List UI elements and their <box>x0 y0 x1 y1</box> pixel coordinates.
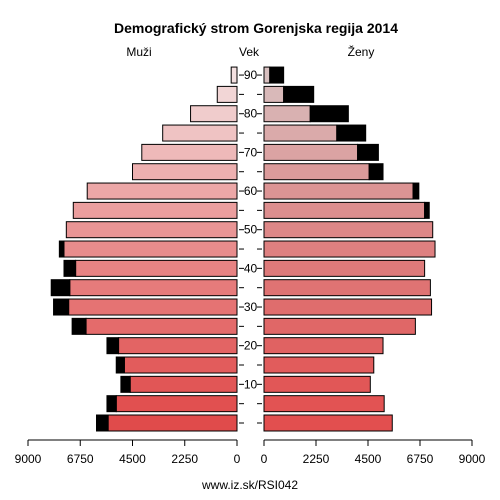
male-bar-80-84 <box>190 105 238 123</box>
male-x-tick-label: 0 <box>234 452 241 466</box>
chart-title: Demografický strom Gorenjska regija 2014 <box>114 20 398 36</box>
age-tick-label: 60 <box>244 184 258 198</box>
female-excess-bar-70-74 <box>357 143 379 161</box>
male-bar-5-9 <box>115 395 238 413</box>
male-bar-35-39 <box>69 279 238 297</box>
footer-url[interactable]: www.iz.sk/RSI042 <box>201 478 298 492</box>
male-bar-55-59 <box>72 201 238 219</box>
male-bar-15-19 <box>123 356 238 374</box>
female-bar-70-74 <box>263 143 359 161</box>
male-bar-45-49 <box>63 240 238 258</box>
male-bar-20-24 <box>118 337 238 355</box>
female-bar-40-44 <box>263 259 426 277</box>
female-x-tick-label: 4500 <box>355 452 382 466</box>
female-bar-30-34 <box>263 298 433 316</box>
age-tick-label: 30 <box>244 300 258 314</box>
female-bar-35-39 <box>263 279 431 297</box>
female-label: Ženy <box>348 44 375 59</box>
age-tick-label: 10 <box>244 377 258 391</box>
female-bar-20-24 <box>263 337 384 355</box>
female-bar-75-79 <box>263 124 338 142</box>
axes-group: 0 0 2250 2250 4500 4500 6750 6750 9000 9000 10 20 30… <box>15 68 486 466</box>
age-tick-label: 50 <box>244 223 258 237</box>
male-x-tick-label: 6750 <box>67 452 94 466</box>
male-bar-50-54 <box>65 221 238 239</box>
female-bar-90+ <box>263 66 271 84</box>
male-bar-30-34 <box>68 298 238 316</box>
female-bar-0-4 <box>263 414 393 432</box>
female-bar-85-89 <box>263 85 285 103</box>
male-excess-bar-45-49 <box>58 240 65 258</box>
male-bar-90+ <box>230 66 238 84</box>
age-tick-label: 70 <box>244 145 258 159</box>
male-x-tick-label: 9000 <box>15 452 42 466</box>
male-bar-75-79 <box>162 124 238 142</box>
female-bar-55-59 <box>263 201 426 219</box>
female-excess-bar-55-59 <box>424 201 430 219</box>
male-bar-60-64 <box>86 182 238 200</box>
male-bar-65-69 <box>132 163 238 181</box>
male-excess-bar-5-9 <box>106 395 117 413</box>
female-excess-bar-85-89 <box>283 85 315 103</box>
male-x-tick-label: 4500 <box>119 452 146 466</box>
age-tick-label: 90 <box>244 68 258 82</box>
male-bar-85-89 <box>216 85 238 103</box>
male-bar-40-44 <box>75 259 238 277</box>
female-bar-60-64 <box>263 182 414 200</box>
bars-group <box>50 66 436 432</box>
male-bar-10-14 <box>129 375 238 393</box>
male-excess-bar-15-19 <box>115 356 125 374</box>
male-excess-bar-35-39 <box>50 279 71 297</box>
female-excess-bar-90+ <box>269 66 285 84</box>
male-x-tick-label: 2250 <box>171 452 198 466</box>
male-bar-25-29 <box>85 317 238 335</box>
female-bar-15-19 <box>263 356 375 374</box>
female-excess-bar-75-79 <box>336 124 367 142</box>
male-excess-bar-0-4 <box>96 414 109 432</box>
male-excess-bar-30-34 <box>53 298 70 316</box>
female-bar-5-9 <box>263 395 385 413</box>
female-x-tick-label: 0 <box>261 452 268 466</box>
female-bar-80-84 <box>263 105 311 123</box>
female-bar-50-54 <box>263 221 434 239</box>
male-excess-bar-10-14 <box>120 375 131 393</box>
female-excess-bar-80-84 <box>309 105 349 123</box>
female-x-tick-label: 9000 <box>459 452 486 466</box>
male-excess-bar-25-29 <box>71 317 87 335</box>
female-x-tick-label: 6750 <box>407 452 434 466</box>
female-excess-bar-60-64 <box>412 182 420 200</box>
female-bar-10-14 <box>263 375 371 393</box>
female-bar-45-49 <box>263 240 436 258</box>
age-tick-label: 40 <box>244 261 258 275</box>
female-bar-25-29 <box>263 317 416 335</box>
male-bar-70-74 <box>141 143 238 161</box>
female-x-tick-label: 2250 <box>303 452 330 466</box>
age-tick-label: 80 <box>244 107 258 121</box>
male-bar-0-4 <box>107 414 238 432</box>
male-excess-bar-20-24 <box>106 337 120 355</box>
age-tick-label: 20 <box>244 339 258 353</box>
male-excess-bar-40-44 <box>63 259 77 277</box>
age-label: Vek <box>239 45 260 59</box>
female-excess-bar-65-69 <box>368 163 384 181</box>
male-label: Muži <box>126 45 151 59</box>
female-bar-65-69 <box>263 163 370 181</box>
